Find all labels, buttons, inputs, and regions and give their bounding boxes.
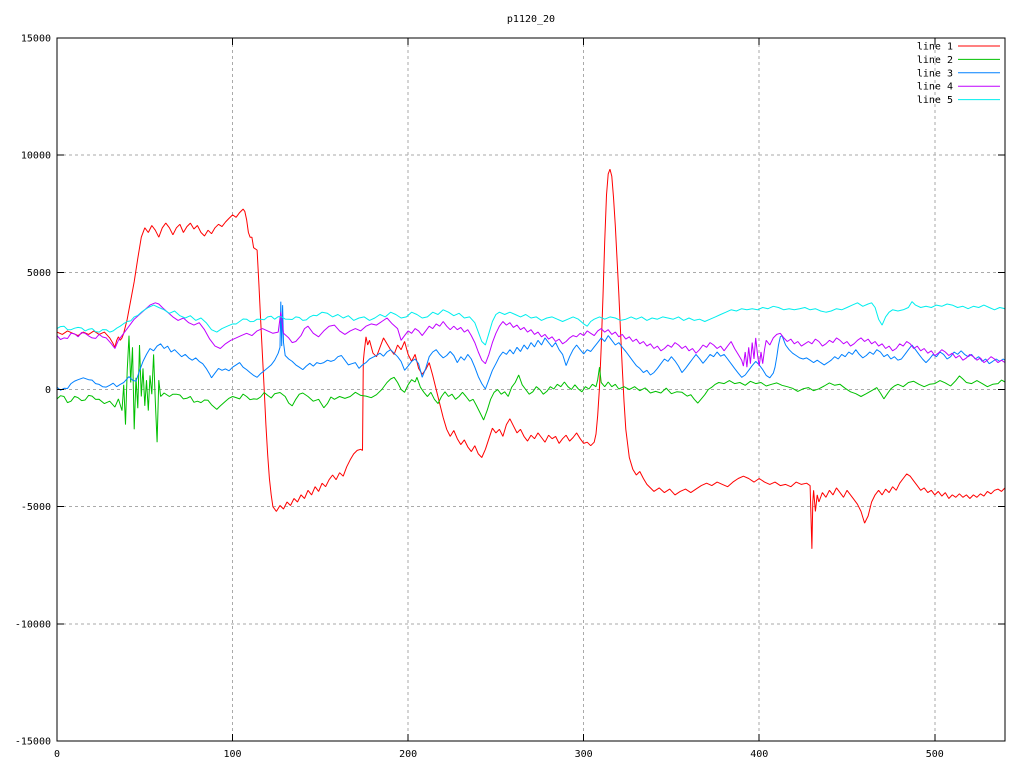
series-line-3 xyxy=(57,301,1005,391)
legend-entry-line-1: line 1 xyxy=(917,42,1000,53)
x-tick-label: 100 xyxy=(224,749,242,760)
chart-title: p1120_20 xyxy=(507,14,555,25)
legend-entry-line-5: line 5 xyxy=(917,95,1000,106)
y-tick-label: 5000 xyxy=(27,268,51,279)
series-line-2 xyxy=(57,335,1005,443)
legend-label: line 3 xyxy=(917,68,953,79)
series-line-4 xyxy=(57,302,1005,368)
y-tick-label: 0 xyxy=(45,385,51,396)
y-tick-label: -10000 xyxy=(15,619,51,630)
plot-border xyxy=(56,37,1006,742)
legend-label: line 2 xyxy=(917,55,953,66)
legend-label: line 5 xyxy=(917,95,953,106)
legend-entry-line-4: line 4 xyxy=(917,82,1000,93)
legend: line 1 line 2 line 3 line 4 line 5 xyxy=(917,42,1000,106)
legend-entry-line-2: line 2 xyxy=(917,55,1000,66)
legend-label: line 4 xyxy=(917,82,953,93)
legend-entry-line-3: line 3 xyxy=(917,68,1000,79)
x-tick-label: 200 xyxy=(399,749,417,760)
y-tick-label: -15000 xyxy=(15,737,51,748)
x-tick-label: 300 xyxy=(575,749,593,760)
y-tick-label: 15000 xyxy=(21,34,51,45)
series-layer xyxy=(57,169,1005,549)
y-tick-label: -5000 xyxy=(21,502,51,513)
y-tick-label: 10000 xyxy=(21,151,51,162)
axis-layer: 0 100 200 300 400 500 15000 10000 5000 0 -5000 -100… xyxy=(15,34,1005,760)
grid-layer xyxy=(57,38,1005,741)
x-tick-label: 0 xyxy=(54,749,60,760)
x-tick-label: 400 xyxy=(750,749,768,760)
series-line-5 xyxy=(57,301,1005,346)
legend-label: line 1 xyxy=(917,42,953,53)
series-line-1 xyxy=(57,169,1005,549)
x-tick-label: 500 xyxy=(926,749,944,760)
